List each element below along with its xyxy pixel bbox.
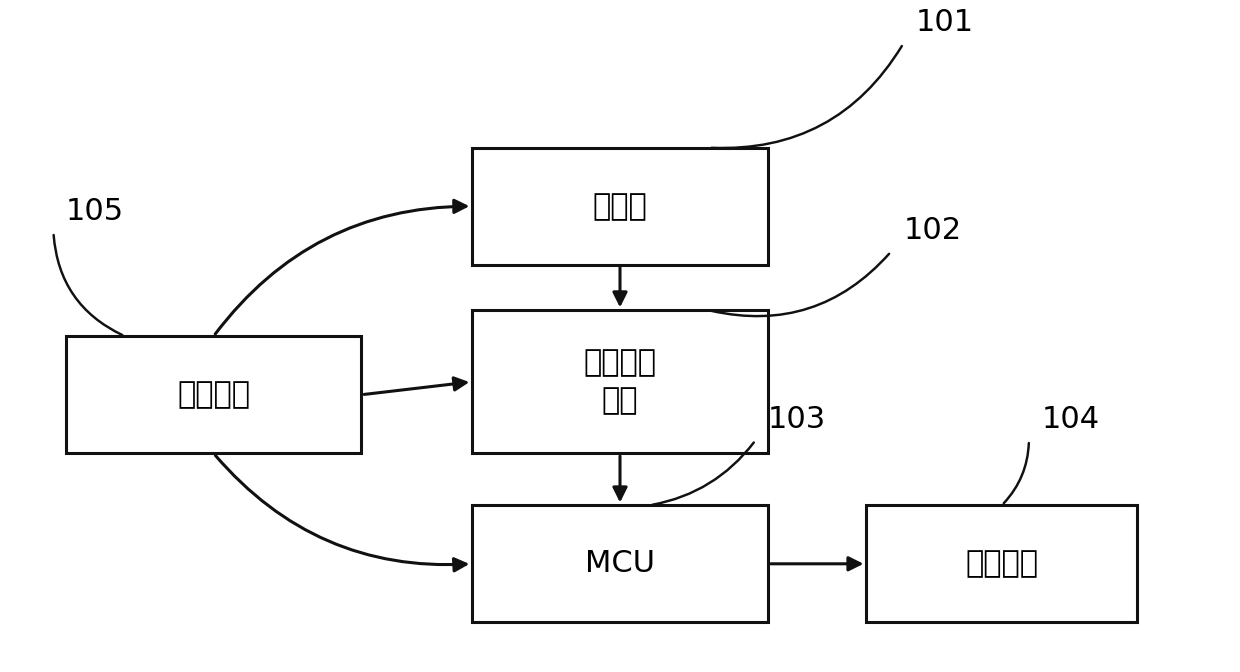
Text: 电源单元: 电源单元 xyxy=(177,380,250,409)
Text: 101: 101 xyxy=(915,8,973,37)
Text: 模数转换
单元: 模数转换 单元 xyxy=(584,348,656,415)
Text: 传感器: 传感器 xyxy=(593,192,647,220)
Bar xyxy=(867,505,1137,622)
Text: 105: 105 xyxy=(66,197,124,226)
Bar xyxy=(472,148,768,265)
Bar xyxy=(66,336,361,454)
Text: 103: 103 xyxy=(768,405,826,433)
Text: 接口单元: 接口单元 xyxy=(965,549,1038,579)
Text: MCU: MCU xyxy=(585,549,655,579)
Text: 102: 102 xyxy=(903,216,961,245)
Bar xyxy=(472,310,768,454)
Bar xyxy=(472,505,768,622)
Text: 104: 104 xyxy=(1042,405,1100,433)
